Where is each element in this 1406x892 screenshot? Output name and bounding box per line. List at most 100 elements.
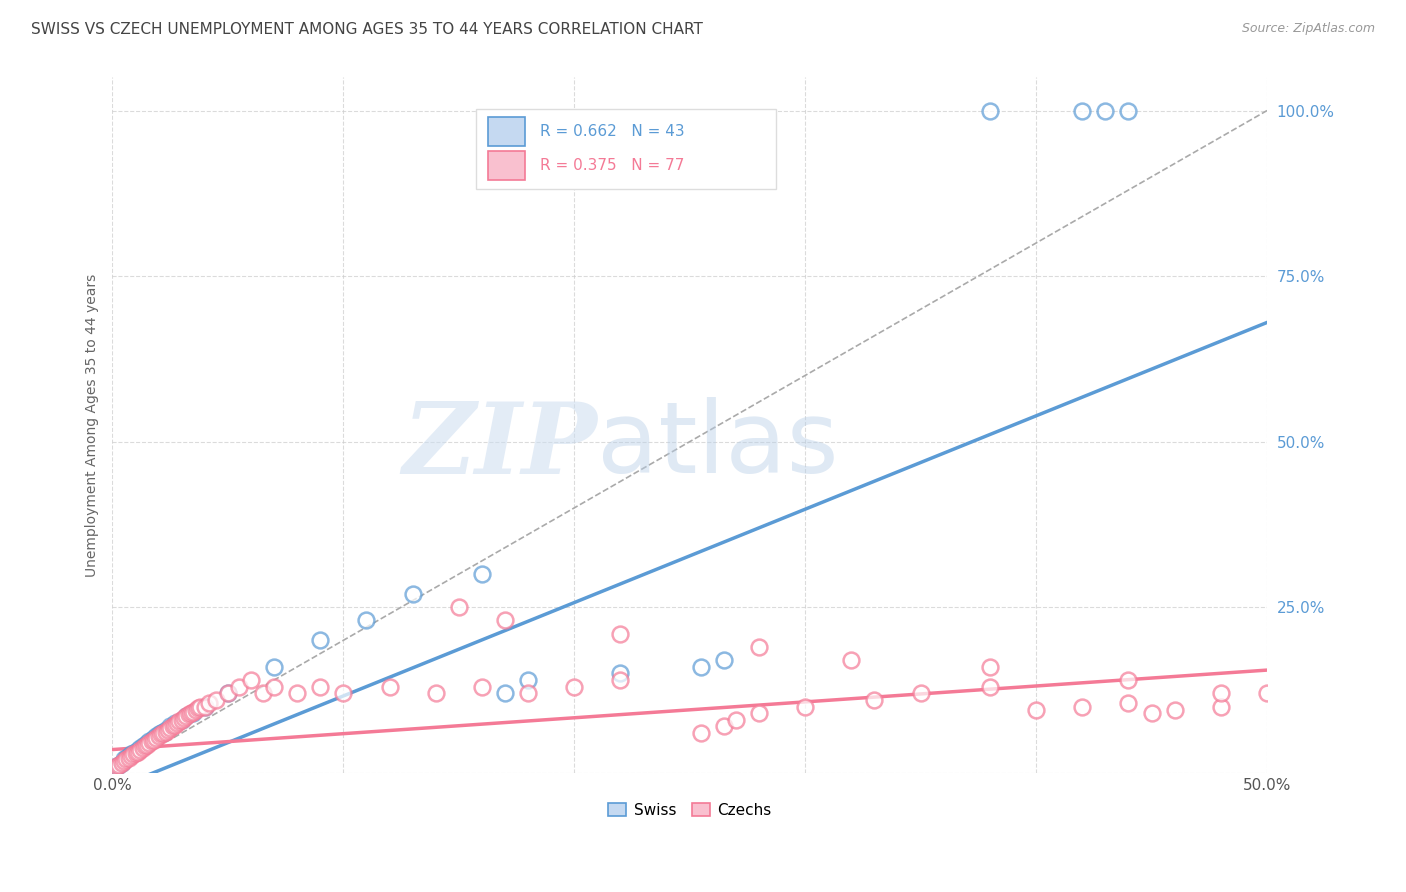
Point [609, 673, 631, 687]
FancyBboxPatch shape [477, 109, 776, 189]
Point [1140, 706, 1163, 720]
Point [979, 103, 1001, 118]
Point [1118, 696, 1140, 710]
Point [115, 752, 138, 766]
Point [181, 705, 204, 719]
Point [517, 673, 540, 687]
Point [134, 739, 156, 754]
Point [1118, 673, 1140, 687]
Point [713, 719, 735, 733]
Point [129, 742, 152, 756]
Point [173, 711, 195, 725]
Point [494, 614, 516, 628]
Point [494, 686, 516, 700]
Point [159, 719, 181, 733]
Point [131, 740, 153, 755]
Point [794, 699, 817, 714]
Point [177, 707, 200, 722]
Point [131, 739, 153, 754]
Point [143, 732, 166, 747]
Point [609, 626, 631, 640]
Point [402, 587, 425, 601]
Point [240, 673, 263, 687]
FancyBboxPatch shape [488, 151, 524, 180]
Point [159, 721, 181, 735]
Point [217, 686, 239, 700]
Point [118, 749, 141, 764]
Point [471, 567, 494, 582]
Point [143, 731, 166, 746]
Point [141, 734, 163, 748]
Point [979, 660, 1001, 674]
Point [194, 699, 217, 714]
Point [112, 754, 135, 768]
Point [152, 724, 174, 739]
Point [1209, 699, 1232, 714]
Point [152, 726, 174, 740]
Point [129, 740, 152, 755]
Point [181, 706, 204, 720]
Point [252, 686, 274, 700]
Point [111, 756, 134, 770]
Point [112, 752, 135, 766]
Text: R = 0.662   N = 43: R = 0.662 N = 43 [540, 124, 685, 139]
Point [425, 686, 447, 700]
Point [1209, 686, 1232, 700]
Point [115, 751, 138, 765]
Point [562, 680, 585, 694]
Point [517, 686, 540, 700]
Point [378, 680, 401, 694]
Point [263, 660, 285, 674]
Point [122, 746, 145, 760]
Point [187, 701, 209, 715]
Point [1025, 703, 1047, 717]
Point [163, 716, 186, 731]
Point [1094, 103, 1116, 118]
Y-axis label: Unemployment Among Ages 35 to 44 years: Unemployment Among Ages 35 to 44 years [86, 274, 100, 577]
Point [155, 723, 177, 737]
Point [156, 723, 179, 737]
Point [979, 680, 1001, 694]
Point [309, 633, 332, 648]
Point [124, 746, 146, 760]
Point [149, 727, 172, 741]
Point [163, 718, 186, 732]
Point [447, 600, 470, 615]
Point [141, 732, 163, 747]
Point [148, 727, 170, 741]
Point [138, 734, 160, 748]
Point [690, 660, 713, 674]
Point [162, 719, 184, 733]
Point [910, 686, 932, 700]
Point [111, 756, 134, 770]
Point [1071, 699, 1094, 714]
Point [170, 713, 193, 727]
Text: SWISS VS CZECH UNEMPLOYMENT AMONG AGES 35 TO 44 YEARS CORRELATION CHART: SWISS VS CZECH UNEMPLOYMENT AMONG AGES 3… [31, 22, 703, 37]
Point [180, 706, 202, 720]
Point [170, 713, 193, 727]
Point [471, 680, 494, 694]
Point [136, 736, 159, 750]
Point [332, 686, 354, 700]
Point [748, 640, 770, 654]
Text: ZIP: ZIP [402, 398, 598, 494]
Point [1071, 103, 1094, 118]
Point [166, 716, 188, 731]
Point [108, 757, 131, 772]
Point [1118, 103, 1140, 118]
Point [138, 736, 160, 750]
Point [105, 759, 128, 773]
Point [309, 680, 332, 694]
Point [205, 693, 228, 707]
Point [136, 738, 159, 752]
Point [120, 749, 142, 764]
Point [184, 703, 207, 717]
Point [198, 696, 221, 710]
Point [127, 742, 149, 756]
Point [155, 724, 177, 739]
Point [145, 729, 167, 743]
Point [217, 686, 239, 700]
Point [863, 693, 886, 707]
Point [724, 713, 747, 727]
Point [118, 751, 141, 765]
